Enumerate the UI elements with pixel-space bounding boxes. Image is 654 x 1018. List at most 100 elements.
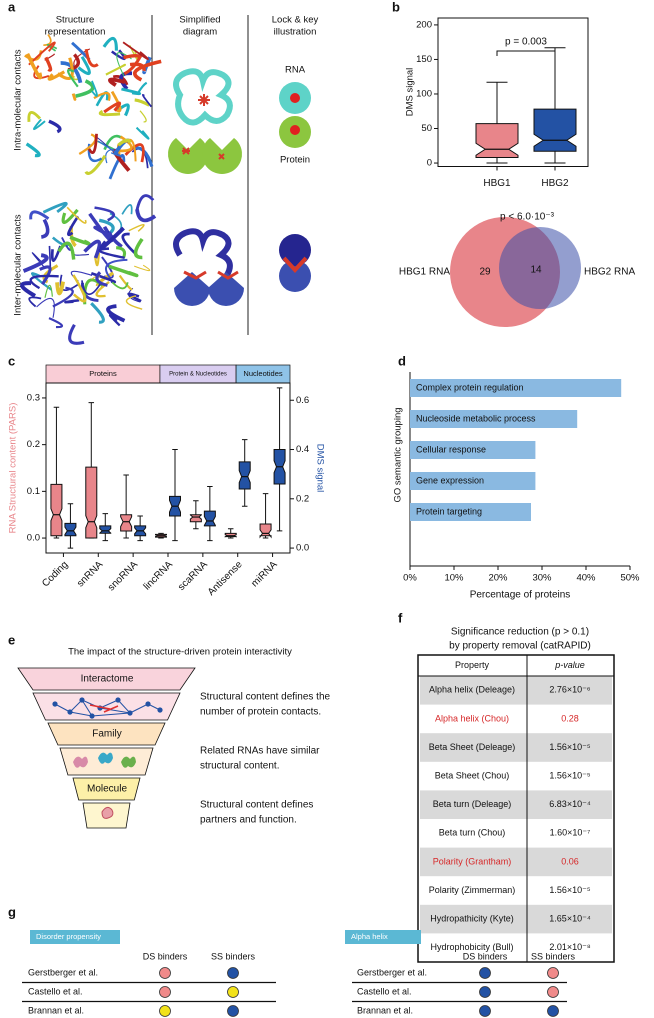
row-shade: [420, 790, 612, 819]
y2-tick-label: 0.6: [296, 395, 309, 406]
column-header: Structure: [56, 15, 95, 26]
ribbon: [134, 98, 151, 107]
table-cell: Beta turn (Chou): [439, 828, 506, 838]
table-cell: Beta turn (Deleage): [433, 799, 512, 809]
result-dot: [547, 967, 559, 979]
ribbon: [98, 247, 125, 260]
table-cell: 1.65×10⁻⁴: [549, 913, 591, 923]
row-label: Inter-molecular contacts: [13, 214, 24, 316]
ribbon: [42, 201, 68, 214]
table-cell: 6.83×10⁻⁴: [549, 799, 591, 809]
table-cell: 1.56×10⁻⁵: [549, 770, 591, 780]
badge-label: Alpha helix: [351, 932, 388, 941]
whisker: [262, 493, 269, 525]
row-label: Castello et al.: [28, 986, 83, 996]
whisker: [241, 488, 248, 507]
result-dot: [159, 1005, 171, 1017]
ribbon: [116, 246, 127, 259]
network-node: [79, 697, 85, 703]
rna-label: RNA: [285, 65, 306, 76]
result-dot: [159, 967, 171, 979]
ribbon: [117, 135, 133, 153]
venn-count: 29: [479, 267, 491, 278]
ribbon: [103, 134, 123, 151]
level-description: structural content.: [200, 761, 279, 772]
ribbon: [48, 119, 62, 134]
column-header: diagram: [183, 27, 217, 38]
column-header: SS binders: [531, 951, 576, 961]
ribbon: [46, 43, 58, 52]
ribbon: [33, 118, 46, 131]
badge-label: Disorder propensity: [36, 932, 101, 941]
column-header: Simplified: [179, 15, 220, 26]
x-tick-label: 40%: [576, 573, 596, 584]
ribbon: [102, 36, 118, 51]
row-label: Intra-molecular contacts: [13, 49, 24, 151]
x-tick-label: HBG2: [541, 178, 569, 189]
y-axis-label: DMS signal: [405, 68, 416, 117]
result-dot: [159, 986, 171, 998]
panel-title: The impact of the structure-driven prote…: [68, 647, 292, 658]
table-cell: 0.06: [561, 856, 579, 866]
box: [85, 466, 98, 539]
ribbon: [134, 264, 151, 272]
table-cell: 2.01×10⁻⁸: [549, 942, 591, 952]
ribbon: [108, 314, 121, 327]
ribbon: [28, 296, 42, 308]
simplified-diagram: [168, 68, 244, 306]
whisker: [276, 484, 283, 532]
venn-label: HBG2 RNA: [584, 267, 635, 278]
ribbon: [108, 154, 126, 180]
result-dot: [227, 967, 239, 979]
y-tick-label: 50: [421, 123, 432, 134]
molecule-icon: [73, 756, 88, 768]
ribbon: [40, 218, 50, 239]
box: [475, 123, 519, 159]
ribbon: [95, 271, 108, 287]
column-header: DS binders: [463, 951, 508, 961]
ribbon: [83, 239, 102, 259]
ribbon: [123, 55, 142, 76]
group-label: Protein & Nucleotides: [169, 372, 227, 378]
row-label: Gerstberger et al.: [28, 967, 98, 977]
column-header: DS binders: [143, 951, 188, 961]
ribbon: [44, 284, 53, 298]
ribbon: [47, 70, 66, 81]
column-header: representation: [45, 27, 106, 38]
network-highlight: [89, 704, 119, 713]
y-tick-label: 0.2: [27, 439, 40, 450]
whisker: [123, 474, 129, 515]
ribbon: [133, 59, 162, 82]
ribbon: [122, 41, 149, 61]
molecule-icon: [98, 752, 113, 764]
ribbon: [121, 203, 133, 215]
ribbon: [48, 317, 64, 329]
table-title: Significance reduction (p > 0.1): [451, 627, 589, 638]
whisker: [67, 535, 74, 549]
whisker: [88, 402, 95, 468]
molecule-icon: [101, 806, 114, 819]
network-node: [157, 707, 163, 713]
box: [64, 522, 77, 537]
ribbon: [117, 138, 132, 147]
ribbon: [98, 109, 121, 117]
ribbon: [27, 111, 42, 122]
structures: [20, 33, 162, 345]
ribbon: [108, 77, 126, 87]
network-node: [115, 697, 121, 703]
table-cell: 2.76×10⁻⁶: [549, 685, 591, 695]
protein-shape: [208, 272, 244, 306]
whisker: [207, 485, 213, 512]
network-node: [127, 710, 133, 716]
ribbon: [106, 304, 126, 323]
ribbon: [137, 81, 148, 94]
lock-key: [279, 82, 311, 292]
panel-letter: g: [8, 904, 16, 919]
panel-letter: a: [8, 0, 16, 14]
ribbon: [121, 87, 142, 96]
y-tick-label: 150: [416, 54, 432, 65]
ribbon: [105, 258, 128, 279]
ribbon: [110, 90, 122, 113]
panel-letter: c: [8, 353, 15, 368]
